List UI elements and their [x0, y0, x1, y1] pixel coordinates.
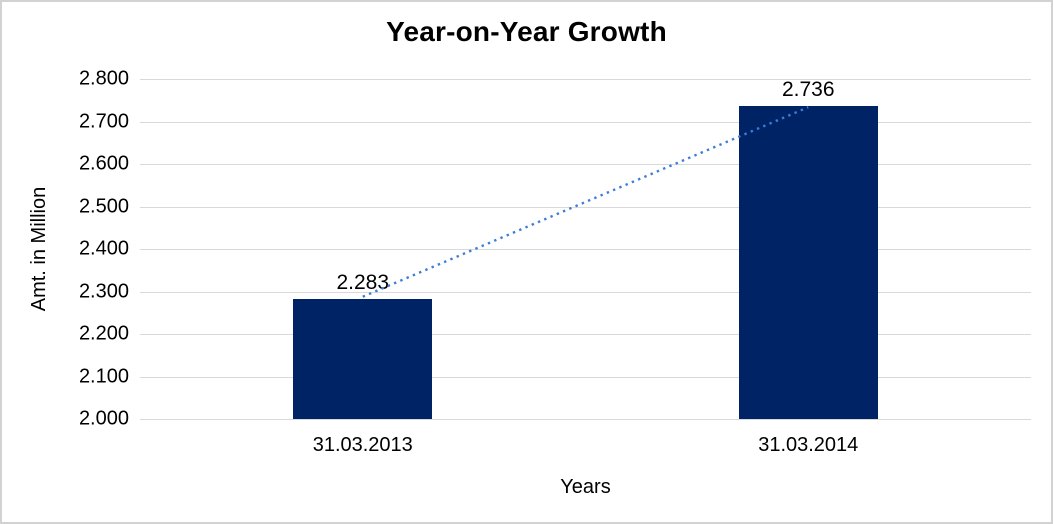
bar — [293, 298, 433, 419]
bar-value-label: 2.283 — [336, 270, 390, 294]
y-tick-label: 2.600 — [78, 152, 129, 175]
gridline — [140, 249, 1031, 250]
gridline — [140, 419, 1031, 420]
y-tick-label: 2.300 — [78, 280, 129, 302]
x-tick-label: 31.03.2013 — [312, 434, 413, 456]
y-tick-label: 2.000 — [78, 407, 129, 430]
bar — [738, 106, 878, 419]
y-tick-label: 2.800 — [78, 67, 129, 90]
y-tick-label: 2.200 — [78, 322, 129, 345]
y-tick-label: 2.700 — [78, 110, 129, 132]
x-tick-label: 31.03.2014 — [758, 434, 859, 456]
x-axis-title: Years — [560, 476, 611, 498]
gridline — [140, 121, 1031, 123]
gridline — [140, 79, 1031, 80]
y-tick-label: 2.500 — [78, 195, 129, 217]
gridline — [140, 334, 1031, 335]
gridline — [140, 291, 1031, 293]
bar-value-label: 2.736 — [781, 78, 835, 102]
chart-title: Year-on-Year Growth — [386, 16, 667, 47]
gridline — [140, 376, 1031, 378]
y-tick-label: 2.400 — [78, 237, 129, 260]
gridline — [140, 164, 1031, 165]
gridline — [140, 206, 1031, 208]
y-tick-label: 2.100 — [78, 365, 129, 387]
